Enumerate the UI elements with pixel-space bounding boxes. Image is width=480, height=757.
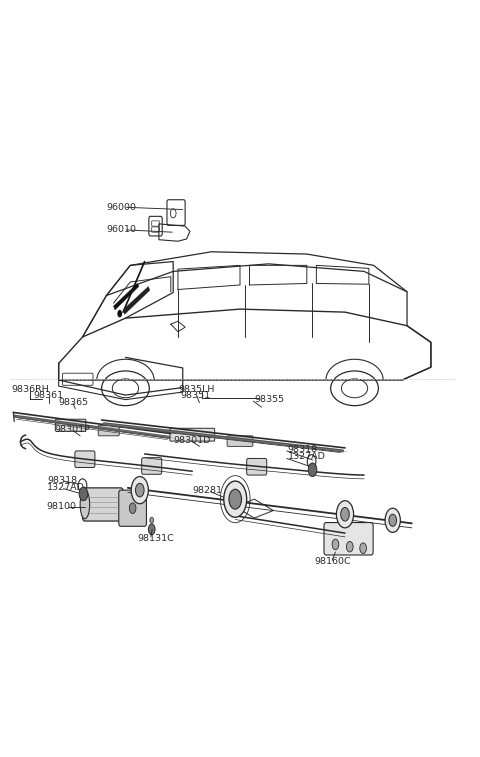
Text: 98100: 98100 (47, 502, 77, 511)
Text: 98281: 98281 (192, 486, 222, 494)
Text: 98160C: 98160C (314, 557, 350, 566)
Text: 98365: 98365 (59, 398, 89, 407)
FancyBboxPatch shape (227, 436, 253, 447)
Circle shape (131, 477, 148, 503)
Text: 98131C: 98131C (137, 534, 174, 543)
Circle shape (135, 483, 144, 497)
Text: 1327AD: 1327AD (47, 484, 85, 492)
Circle shape (150, 517, 154, 523)
Circle shape (389, 514, 396, 526)
Text: 96000: 96000 (107, 203, 136, 212)
Ellipse shape (80, 490, 90, 519)
FancyBboxPatch shape (75, 451, 95, 468)
Polygon shape (114, 283, 139, 310)
FancyBboxPatch shape (55, 419, 86, 431)
Circle shape (360, 543, 366, 553)
FancyBboxPatch shape (119, 490, 146, 526)
Text: 98355: 98355 (254, 395, 285, 404)
FancyBboxPatch shape (83, 488, 123, 521)
FancyBboxPatch shape (247, 459, 267, 475)
Circle shape (332, 539, 339, 550)
Text: 98351: 98351 (180, 391, 210, 400)
Text: 9835LH: 9835LH (178, 385, 215, 394)
FancyBboxPatch shape (170, 428, 215, 441)
FancyBboxPatch shape (98, 425, 119, 436)
Text: 98361: 98361 (34, 391, 64, 400)
Circle shape (129, 503, 136, 513)
Circle shape (347, 541, 353, 552)
Text: 98301D: 98301D (173, 436, 211, 445)
Circle shape (79, 487, 88, 500)
Text: 1327AD: 1327AD (288, 453, 325, 462)
Text: 9836RH: 9836RH (11, 385, 48, 394)
FancyBboxPatch shape (142, 458, 162, 475)
Text: 98318: 98318 (288, 445, 318, 454)
Circle shape (308, 463, 317, 477)
Circle shape (229, 489, 241, 509)
Text: 98318: 98318 (47, 476, 77, 484)
Text: 96010: 96010 (107, 226, 136, 235)
Circle shape (224, 481, 247, 517)
Circle shape (336, 500, 354, 528)
Text: 98301P: 98301P (54, 425, 90, 435)
Circle shape (117, 310, 122, 317)
Circle shape (385, 508, 400, 532)
FancyBboxPatch shape (324, 522, 373, 555)
Circle shape (148, 524, 155, 534)
Polygon shape (123, 286, 150, 314)
Circle shape (341, 507, 349, 521)
